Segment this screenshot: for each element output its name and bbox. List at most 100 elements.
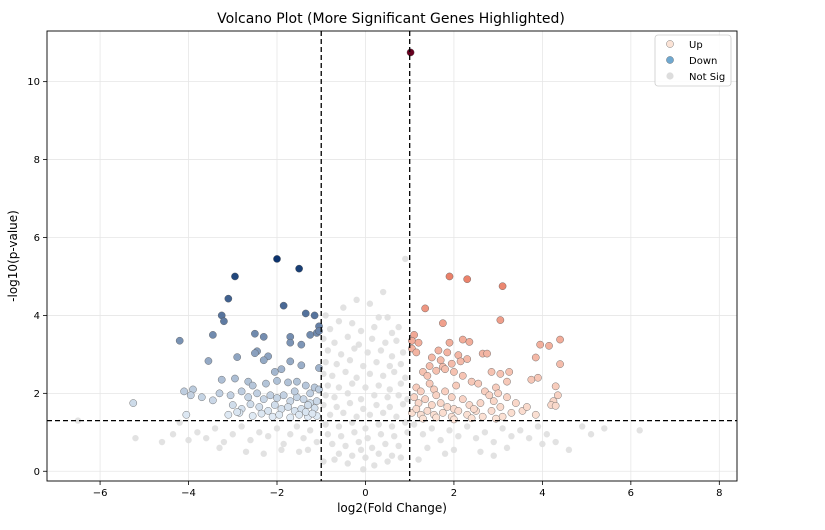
not-sig-point	[357, 327, 365, 335]
not-sig-point	[132, 434, 139, 442]
not-sig-point	[490, 452, 497, 459]
not-sig-point	[362, 384, 369, 391]
y-tick-label: 0	[34, 467, 40, 478]
not-sig-point	[578, 423, 586, 430]
down-point	[295, 410, 303, 419]
down-point	[284, 403, 292, 411]
down-point	[301, 381, 310, 390]
up-point	[536, 340, 544, 349]
not-sig-point	[287, 431, 294, 438]
down-point	[217, 375, 226, 384]
not-sig-point	[402, 374, 409, 381]
not-sig-point	[503, 444, 511, 452]
not-sig-point	[337, 432, 345, 440]
not-sig-point	[329, 372, 336, 380]
y-axis-ticks: 0 2 4 6 8 10	[27, 77, 47, 478]
down-point	[180, 387, 188, 396]
up-point	[452, 381, 460, 390]
not-sig-point	[273, 425, 281, 432]
not-sig-point	[322, 421, 329, 428]
not-sig-point	[260, 450, 267, 457]
not-sig-point	[351, 429, 358, 436]
not-sig-point	[360, 405, 367, 413]
down-point	[290, 387, 299, 396]
not-sig-point	[539, 440, 546, 448]
not-sig-point	[388, 353, 396, 360]
down-point	[204, 357, 213, 365]
down-point	[224, 294, 233, 303]
not-sig-point	[220, 438, 228, 446]
up-point	[496, 403, 505, 411]
down-point	[231, 272, 239, 281]
not-sig-point	[322, 358, 329, 366]
up-point	[470, 405, 478, 413]
not-sig-point	[355, 438, 363, 446]
down-point	[255, 403, 264, 411]
up-point	[436, 356, 445, 365]
not-sig-point	[313, 438, 321, 446]
up-point	[485, 391, 494, 400]
not-sig-point	[455, 432, 462, 440]
down-point	[295, 264, 303, 273]
not-sig-point	[346, 399, 354, 407]
not-sig-point	[490, 438, 497, 446]
legend-marker-up	[666, 40, 674, 48]
not-sig-point	[337, 351, 345, 358]
not-sig-point	[322, 312, 329, 319]
up-point	[425, 379, 434, 388]
up-point	[474, 379, 483, 388]
not-sig-point	[508, 432, 515, 440]
up-point	[556, 360, 564, 368]
not-sig-point	[565, 446, 573, 454]
up-point	[406, 48, 415, 57]
down-point	[301, 309, 310, 318]
not-sig-point	[368, 444, 376, 452]
up-point	[489, 397, 498, 405]
down-point	[273, 394, 281, 402]
not-sig-point	[331, 394, 338, 401]
up-point	[432, 366, 441, 375]
not-sig-point	[384, 314, 391, 321]
up-point	[498, 412, 507, 421]
up-point	[465, 338, 474, 346]
legend: Up Down Not Sig	[654, 34, 732, 87]
not-sig-point	[247, 436, 254, 444]
up-point	[545, 342, 553, 350]
not-sig-point	[346, 357, 354, 364]
down-point	[306, 331, 314, 339]
not-sig-point	[379, 409, 387, 417]
up-point	[416, 387, 425, 396]
not-sig-point	[379, 372, 387, 380]
not-sig-point	[410, 421, 418, 428]
not-sig-point	[324, 347, 332, 354]
not-sig-point	[300, 434, 307, 442]
up-point	[439, 409, 447, 417]
down-point	[224, 410, 233, 419]
down-point	[237, 387, 246, 396]
not-sig-point	[382, 339, 389, 346]
not-sig-point	[238, 423, 245, 430]
not-sig-point	[353, 296, 360, 304]
up-point	[443, 348, 452, 357]
not-sig-point	[256, 429, 263, 436]
x-tick-label: 6	[628, 488, 634, 499]
down-point	[273, 255, 281, 263]
not-sig-point	[463, 423, 471, 430]
down-point	[220, 317, 228, 326]
not-sig-point	[229, 431, 236, 438]
down-point	[297, 340, 306, 349]
not-sig-point	[371, 323, 378, 331]
not-sig-point	[395, 442, 402, 450]
not-sig-point	[377, 347, 385, 354]
up-point	[498, 282, 507, 290]
threshold-lines	[47, 31, 737, 481]
down-point	[306, 389, 314, 398]
down-point	[266, 391, 275, 400]
up-point	[450, 368, 458, 376]
legend-label-up: Up	[689, 40, 703, 51]
down-point	[273, 377, 281, 385]
plot-frame	[46, 30, 738, 482]
not-sig-point	[601, 425, 608, 432]
down-point	[277, 365, 286, 373]
down-point	[301, 408, 310, 416]
